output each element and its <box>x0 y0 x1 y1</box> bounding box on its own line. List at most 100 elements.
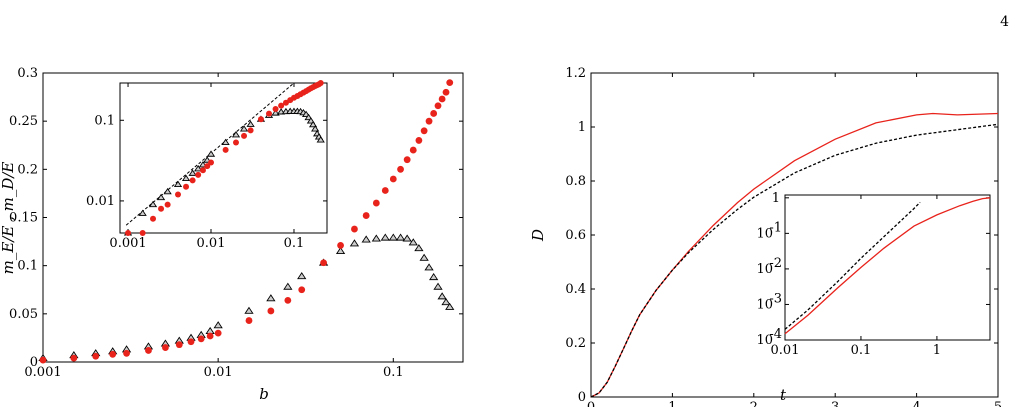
y-tick-label: 1.2 <box>565 66 586 81</box>
red-circle-point <box>298 286 306 294</box>
red-circle-point <box>109 350 117 358</box>
triangle-point <box>419 253 429 261</box>
x-tick-label: 0.01 <box>197 236 226 251</box>
red-circle-point <box>214 329 222 337</box>
triangle-point <box>414 244 424 252</box>
inset-red-circle-point <box>150 215 157 222</box>
red-circle-point <box>403 156 411 164</box>
inset-triangle-point <box>138 209 147 216</box>
inset-red-circle-point <box>125 230 132 236</box>
inset-triangle-point <box>316 136 325 143</box>
triangle-point <box>361 235 371 243</box>
red-circle-point <box>92 352 100 360</box>
x-tick-label: 0.01 <box>771 343 800 358</box>
triangle-point <box>433 282 443 290</box>
red-circle-point <box>438 95 446 103</box>
x-tick-label: 0 <box>587 400 595 407</box>
inset-red-circle-point <box>183 183 190 190</box>
y-tick-label: 0.4 <box>565 282 586 297</box>
black-dashed-curve <box>590 123 999 398</box>
y-tick-label: 0 <box>30 355 38 370</box>
y-tick-exponent: -4 <box>769 327 782 342</box>
red-circle-point <box>145 347 152 354</box>
red-circle-point <box>123 349 130 357</box>
x-tick-label: 0.001 <box>109 236 146 251</box>
triangle-point <box>402 234 412 242</box>
red-circle-point <box>245 317 253 324</box>
x-tick-label: 1 <box>668 400 676 407</box>
inset-red-solid-curve <box>784 197 991 335</box>
red-circle-point <box>206 332 214 340</box>
x-tick-label: 0.001 <box>24 365 61 380</box>
x-tick-label: 3 <box>831 400 839 407</box>
y-tick-label: 10 <box>756 226 773 241</box>
inset-triangle-point <box>148 200 158 208</box>
inset-red-circle-point <box>158 205 165 212</box>
inset-red-circle-point <box>257 116 264 123</box>
inset-red-circle-point <box>139 230 146 236</box>
triangle-point <box>441 298 451 306</box>
red-circle-point <box>39 356 47 364</box>
triangle-point <box>266 294 276 302</box>
y-axis-label: m_E/E , m_D/E <box>0 162 17 275</box>
x-tick-label: 0.1 <box>284 236 305 251</box>
red-circle-point <box>320 259 328 267</box>
y-tick-label: 0.15 <box>9 211 38 226</box>
inset-triangle-point <box>271 109 280 116</box>
right-inset-frame <box>784 194 991 341</box>
x-tick-label: 1 <box>933 343 941 358</box>
left-inset-frame <box>119 82 328 234</box>
triangle-point <box>395 233 406 241</box>
inset-triangle-point <box>163 187 172 195</box>
inset-red-circle-point <box>272 106 279 113</box>
red-circle-point <box>434 102 442 110</box>
red-circle-point <box>446 79 454 87</box>
x-tick-label: 4 <box>912 400 920 407</box>
red-circle-point <box>420 127 428 135</box>
inset-triangle-point <box>181 174 191 181</box>
y-tick-exponent: -3 <box>769 291 782 306</box>
triangle-point <box>349 239 360 247</box>
x-tick-label: 5 <box>994 400 1002 407</box>
red-circle-point <box>372 199 380 207</box>
y-tick-label: 0.1 <box>17 259 38 274</box>
red-circle-point <box>409 146 417 154</box>
red-solid-curve <box>590 112 999 398</box>
triangle-point <box>388 233 398 241</box>
red-circle-point <box>425 117 433 125</box>
inset-red-circle-point <box>241 132 248 139</box>
y-tick-label: 0.25 <box>9 114 38 129</box>
y-tick-label: 1 <box>578 120 586 135</box>
triangle-point <box>380 233 390 241</box>
y-tick-exponent: -1 <box>769 220 782 235</box>
inset-triangle-point <box>231 131 241 138</box>
red-circle-point <box>430 110 438 117</box>
inset-red-circle-point <box>174 191 181 198</box>
inset-red-circle-point <box>247 127 254 134</box>
y-tick-label: 0.2 <box>565 336 586 351</box>
inset-reference-line <box>125 82 295 226</box>
red-circle-point <box>284 296 292 304</box>
inset-triangle-point <box>188 169 197 176</box>
red-circle-point <box>175 341 183 349</box>
x-tick-label: 0.01 <box>204 365 233 380</box>
red-circle-point <box>187 338 195 346</box>
red-circle-point <box>415 137 423 144</box>
inset-red-circle-point <box>278 102 285 109</box>
inset-red-circle-point <box>199 167 206 174</box>
y-tick-label: 0 <box>578 390 586 405</box>
inset-red-circle-point <box>204 163 211 170</box>
inset-red-circle-point <box>208 159 215 166</box>
x-tick-label: 0.1 <box>383 365 404 380</box>
inset-triangle-point <box>206 150 216 157</box>
triangle-point <box>437 292 447 300</box>
red-circle-point <box>362 212 370 219</box>
triangle-point <box>283 282 293 290</box>
red-circle-point <box>337 242 344 249</box>
y-tick-label: 0.6 <box>565 228 586 243</box>
triangle-point <box>213 321 223 329</box>
y-tick-exponent: -2 <box>769 256 782 271</box>
y-tick-label: 10 <box>756 333 773 348</box>
inset-triangle-point <box>221 138 230 146</box>
inset-triangle-point <box>156 193 166 201</box>
